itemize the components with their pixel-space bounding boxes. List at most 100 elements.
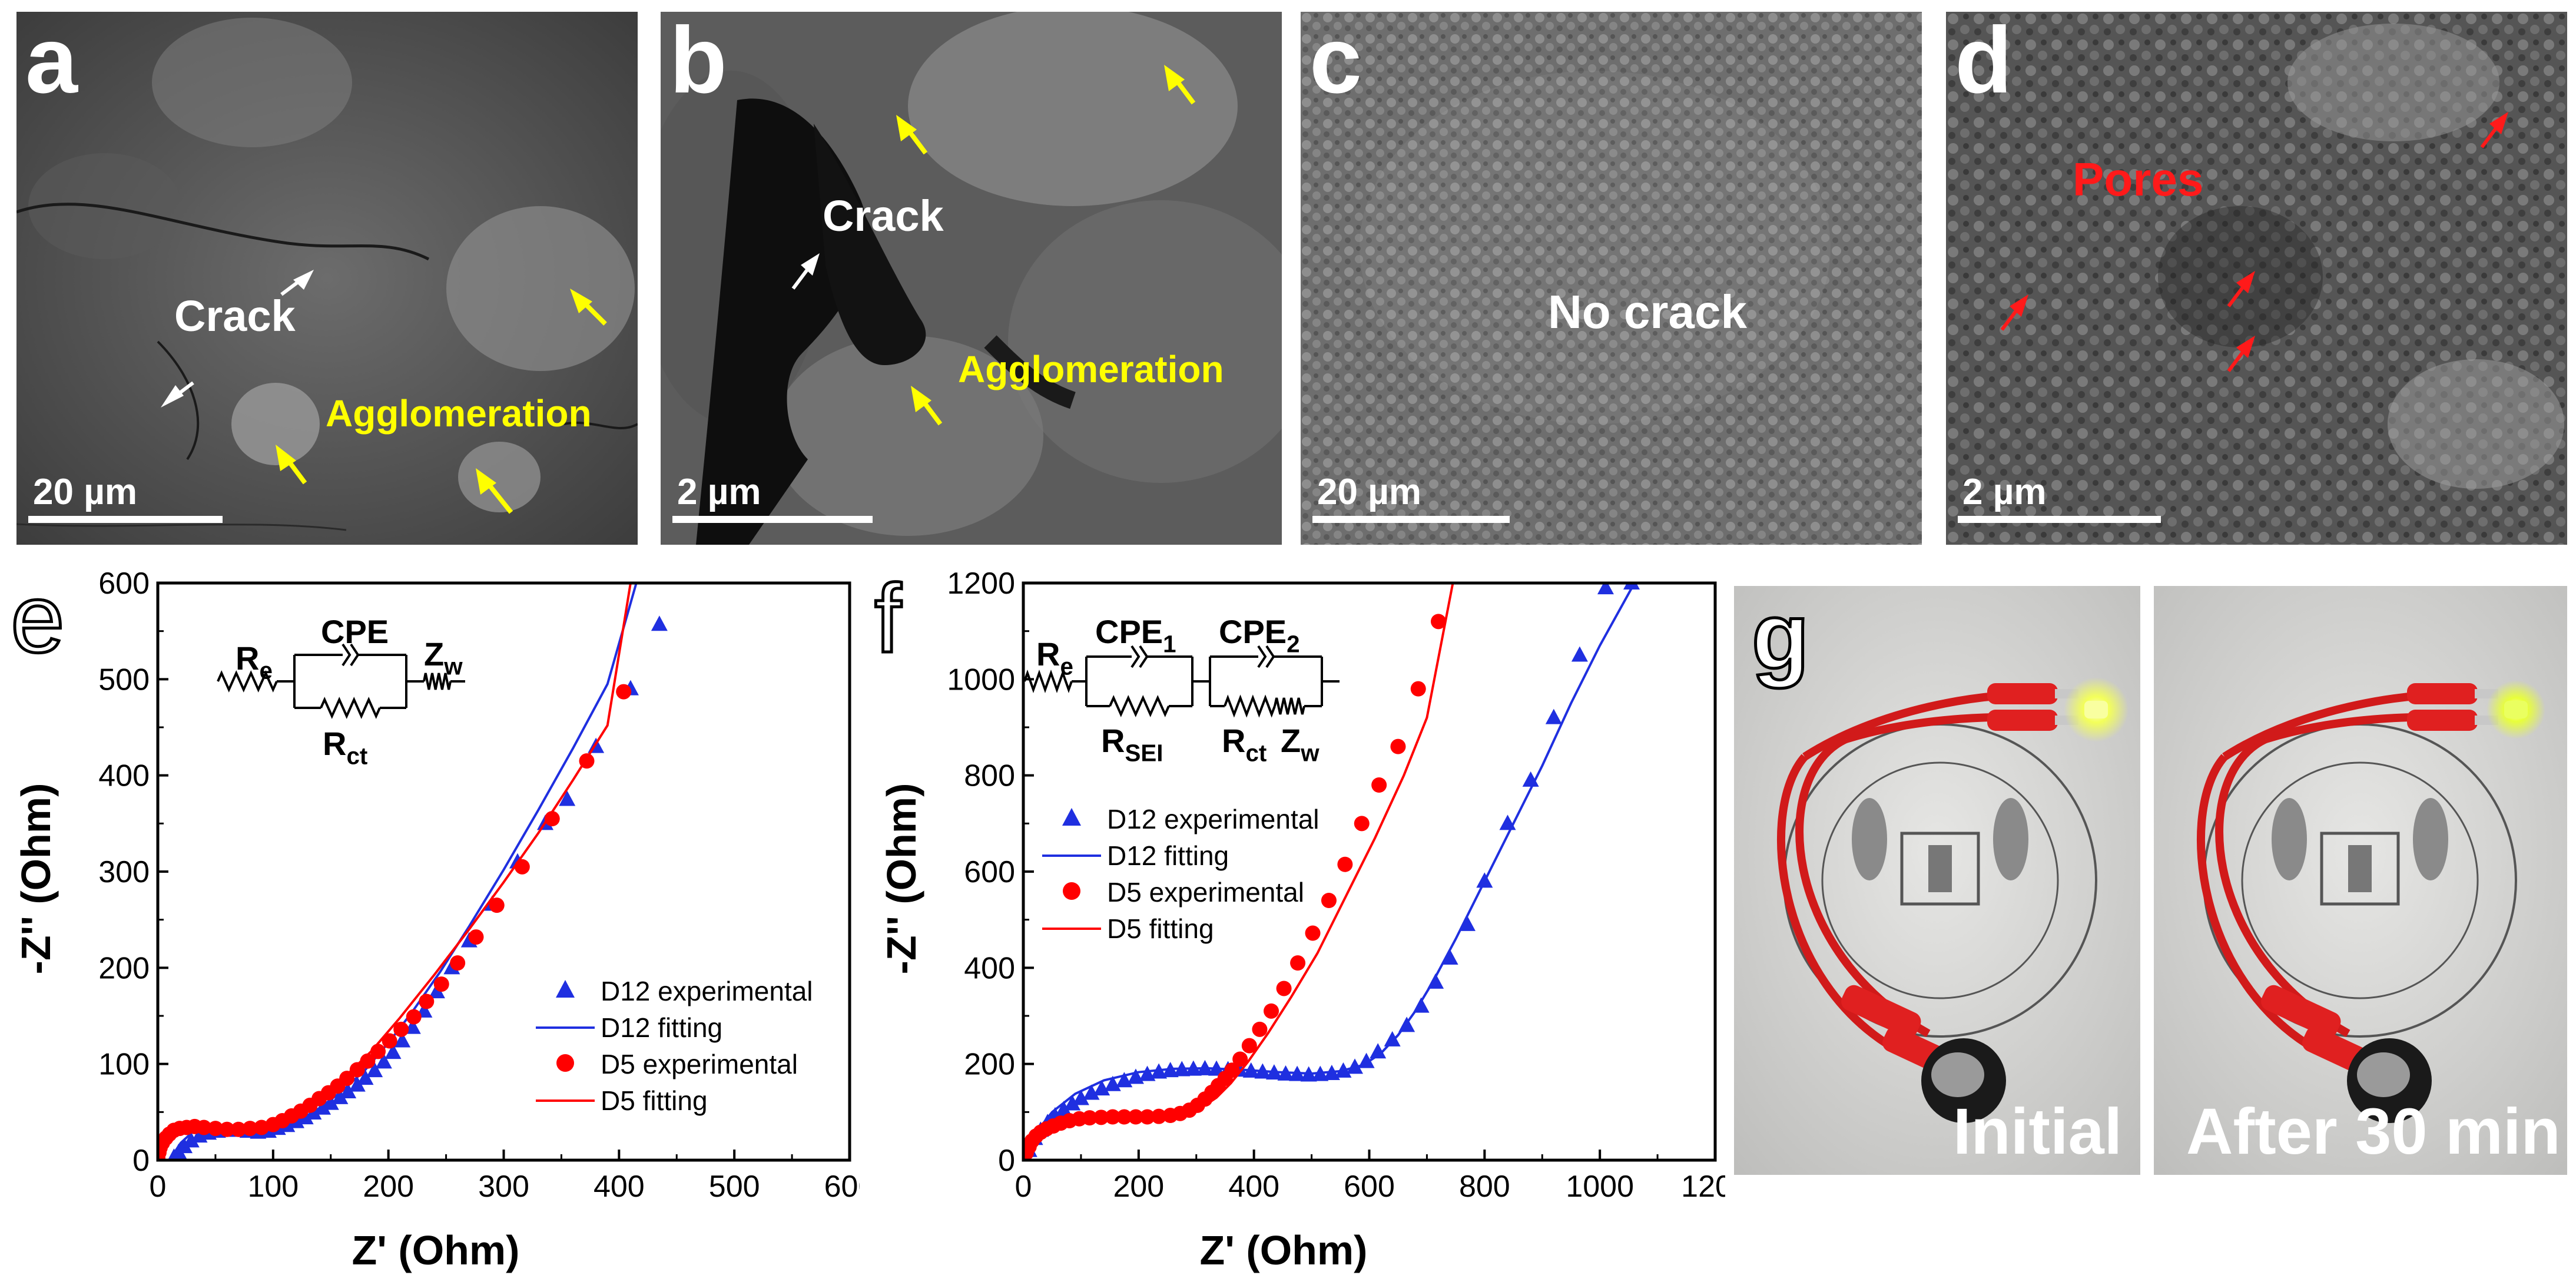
data-point-triangle <box>1370 1043 1387 1059</box>
x-tick-label: 0 <box>1015 1170 1032 1204</box>
data-point-triangle <box>1083 1084 1100 1100</box>
data-point-circle <box>370 1044 386 1059</box>
y-tick-label: 600 <box>98 567 150 601</box>
panel-letter-a: a <box>25 12 78 112</box>
data-point-circle <box>1354 816 1370 832</box>
series-line-1 <box>1023 583 1636 1160</box>
x-tick-label: 200 <box>1113 1170 1164 1204</box>
panel-letter-f: f <box>874 564 902 673</box>
scale-bar <box>28 516 223 523</box>
x-axis-label: Z' (Ohm) <box>1200 1227 1368 1273</box>
legend: D12 experimental D12 fitting D5 experiment… <box>1042 804 1320 944</box>
data-point-triangle <box>384 1044 402 1059</box>
sem-micrograph-a <box>16 12 638 545</box>
sem-micrograph-d <box>1946 12 2567 545</box>
data-point-circle <box>1276 981 1292 996</box>
agglomeration-label: Agglomeration <box>326 392 592 435</box>
scale-bar-label: 20 µm <box>33 472 138 512</box>
cpe-symbol <box>1257 645 1267 668</box>
x-tick-label: 0 <box>150 1170 167 1204</box>
data-point-triangle <box>1104 1075 1121 1091</box>
resistor-symbol <box>1224 694 1276 718</box>
led-battery-photo-after <box>2154 586 2567 1175</box>
plot-area: 0 200 400 600 800 1000 1200 0 200 400 600 800 1000 12… <box>947 567 1725 1204</box>
x-tick-label: 100 <box>247 1170 299 1204</box>
axes-frame <box>156 581 851 1162</box>
agglomeration-label: Agglomeration <box>958 348 1224 390</box>
scale-bar <box>672 516 873 523</box>
crack-label: Crack <box>823 191 944 240</box>
circuit-label: CPE2 <box>1219 613 1300 658</box>
y-tick-label: 400 <box>98 759 150 793</box>
axes-frame <box>1022 581 1717 1162</box>
y-tick-label: 0 <box>132 1144 150 1178</box>
data-point-triangle <box>1384 1031 1401 1046</box>
data-point-circle <box>544 811 560 827</box>
sem-panel-b: b Crack Agglomeration 2 µm <box>661 12 1282 545</box>
data-point-circle <box>419 993 435 1009</box>
resistor-symbol <box>1023 670 1073 693</box>
data-point-triangle <box>366 1062 383 1078</box>
panel-letter-e: e <box>11 564 65 673</box>
cpe-symbol <box>342 643 352 667</box>
sem-panel-c: c No crack 20 µm <box>1301 12 1922 545</box>
series-line-3 <box>1023 583 1454 1160</box>
panel-letter-g: g <box>1751 586 1811 688</box>
data-point-triangle <box>357 1069 374 1085</box>
data-point-triangle <box>394 1032 411 1048</box>
panel-letter-c: c <box>1309 12 1362 112</box>
data-point-circle <box>616 684 632 700</box>
scale-bar-label: 2 µm <box>677 472 761 512</box>
resistor-symbol <box>217 670 278 693</box>
data-point-triangle <box>1441 949 1458 965</box>
caption-after-30-min: After 30 min <box>2186 1095 2561 1168</box>
data-point-circle <box>489 897 505 913</box>
data-point-triangle <box>331 1088 349 1104</box>
circuit-label: Zw <box>1281 722 1320 767</box>
y-axis-label: -Z'' (Ohm) <box>13 783 59 975</box>
nyquist-chart-f: f 0 200 400 600 800 1000 1200 0 200 400 600 800 1000… <box>873 563 1726 1274</box>
photo-panel-after-30-min: After 30 min <box>2154 586 2567 1175</box>
sem-micrograph-c <box>1301 12 1922 545</box>
data-point-circle <box>1224 1062 1240 1078</box>
data-point-circle <box>1410 681 1426 697</box>
data-point-circle <box>207 1121 223 1137</box>
legend-circle <box>556 1054 574 1072</box>
photo-panel-initial: g Initial <box>1734 586 2140 1175</box>
y-tick-label: 200 <box>98 951 150 985</box>
caption-initial: Initial <box>1953 1095 2123 1168</box>
no-crack-label: No crack <box>1548 286 1747 338</box>
data-point-circle <box>393 1021 409 1037</box>
data-point-circle <box>406 1009 422 1025</box>
equivalent-circuit: Re CPE Zw Rct <box>217 613 465 770</box>
circuit-label: Zw <box>424 635 463 680</box>
data-point-circle <box>1232 1051 1248 1067</box>
data-point-circle <box>382 1033 397 1049</box>
data-point-triangle <box>1571 646 1588 662</box>
data-point-triangle <box>1597 583 1614 595</box>
y-tick-label: 1000 <box>947 663 1015 697</box>
circuit-label: CPE1 <box>1095 613 1176 658</box>
equivalent-circuit: Re CPE1 CPE2 RSEI Rct Zw <box>1023 613 1340 767</box>
data-point-triangle <box>1093 1080 1110 1096</box>
data-point-triangle <box>1072 1089 1089 1105</box>
y-tick-label: 1200 <box>947 567 1015 601</box>
cpe-symbol <box>1130 645 1141 668</box>
data-point-triangle <box>349 1076 366 1092</box>
circuit-label: Rct <box>323 725 367 770</box>
data-point-circle <box>433 976 449 992</box>
data-point-circle <box>1431 614 1446 630</box>
data-point-triangle <box>428 983 445 999</box>
circuit-label: Re <box>236 640 273 684</box>
legend-label: D5 fitting <box>1107 913 1214 944</box>
y-axis-label: -Z'' (Ohm) <box>878 783 924 975</box>
x-tick-label: 300 <box>478 1170 529 1204</box>
data-series <box>1023 583 1640 1160</box>
data-point-circle <box>1371 777 1387 793</box>
x-tick-label: 600 <box>824 1170 860 1204</box>
data-point-circle <box>450 955 466 971</box>
x-tick-label: 800 <box>1459 1170 1510 1204</box>
data-point-triangle <box>1055 1101 1072 1117</box>
nyquist-chart-e: e 0 100 200 300 400 500 600 0 100 200 300 400 500 600… <box>9 563 860 1274</box>
resistor-symbol <box>423 673 452 690</box>
